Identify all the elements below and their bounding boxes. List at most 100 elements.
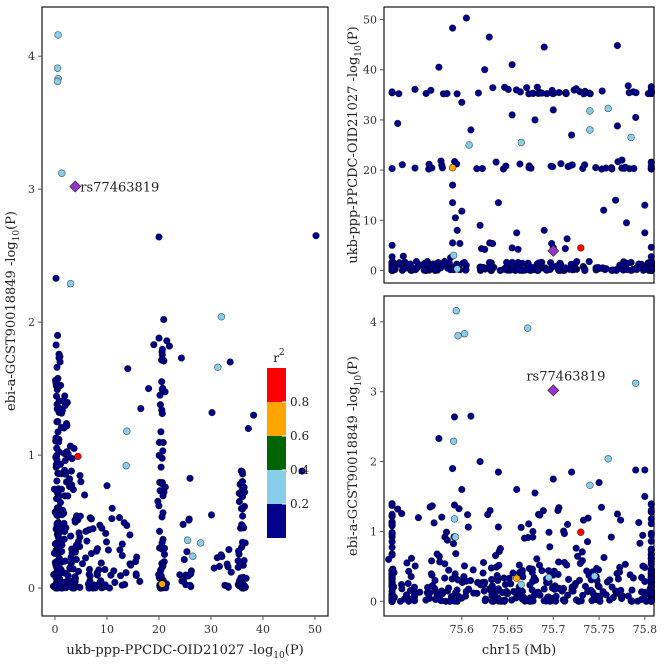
bottom-lead-variant: rs77463819	[526, 369, 605, 397]
variant-point	[102, 529, 110, 538]
variant-point	[451, 214, 460, 222]
lead-variant-label: rs77463819	[526, 369, 605, 384]
variant-point	[486, 239, 494, 247]
variant-point	[136, 577, 144, 586]
variant-point	[388, 543, 396, 551]
variant-point	[600, 553, 608, 562]
variant-point	[93, 569, 101, 577]
variant-point	[528, 568, 536, 577]
variant-point	[160, 550, 169, 559]
variant-point	[647, 243, 655, 251]
variant-point	[118, 581, 126, 589]
variant-point	[53, 331, 62, 340]
legend-color-swatch	[267, 504, 286, 538]
variant-point	[469, 566, 477, 574]
variant-point	[428, 571, 436, 579]
variant-point	[64, 572, 72, 580]
variant-point	[488, 582, 496, 590]
variant-point	[70, 444, 78, 453]
variant-point	[108, 504, 116, 512]
variant-point	[458, 207, 466, 215]
variant-point	[557, 160, 565, 168]
variant-point	[546, 543, 554, 551]
variant-point	[54, 417, 62, 426]
variant-point	[78, 560, 87, 568]
variant-point	[478, 165, 487, 173]
variant-point	[609, 266, 617, 274]
variant-point	[458, 485, 466, 494]
ld-variant-point	[217, 313, 226, 321]
variant-point	[155, 334, 163, 342]
variant-point	[385, 555, 393, 564]
variant-point	[237, 467, 245, 475]
variant-point	[583, 538, 592, 546]
variant-point	[53, 520, 61, 528]
variant-point	[50, 485, 59, 493]
variant-point	[445, 566, 453, 574]
variant-point	[395, 259, 403, 267]
variant-point	[503, 258, 511, 267]
legend-label: 0.6	[290, 429, 309, 443]
variant-point	[435, 434, 443, 443]
variant-point	[618, 156, 626, 164]
variant-point	[613, 510, 622, 518]
ld-variant-point	[586, 481, 594, 489]
variant-point	[513, 229, 521, 237]
variant-point	[388, 253, 396, 261]
variant-point	[105, 584, 114, 592]
ld-variant-point	[523, 324, 532, 332]
variant-point	[449, 465, 457, 473]
variant-point	[611, 196, 620, 204]
bottom-background-points	[385, 412, 655, 605]
variant-point	[53, 477, 61, 485]
variant-point	[225, 545, 233, 554]
variant-point	[647, 589, 655, 597]
variant-point	[567, 468, 576, 476]
variant-point	[388, 597, 396, 605]
variant-point	[496, 544, 505, 553]
variant-point	[102, 538, 111, 546]
variant-point	[504, 85, 512, 93]
variant-point	[567, 131, 576, 139]
variant-point	[449, 239, 457, 247]
variant-point	[560, 529, 569, 538]
variant-point	[77, 478, 85, 486]
variant-point	[420, 266, 428, 274]
variant-point	[505, 574, 513, 583]
variant-point	[621, 560, 629, 568]
variant-point	[635, 518, 643, 527]
variant-point	[400, 264, 408, 273]
legend-color-swatch	[267, 470, 286, 504]
variant-point	[647, 537, 655, 545]
variant-point	[628, 586, 636, 594]
variant-point	[239, 512, 247, 520]
variant-point	[599, 588, 607, 596]
variant-point	[545, 528, 553, 536]
variant-point	[159, 438, 167, 447]
y-tick-label: 40	[363, 64, 377, 77]
variant-point	[71, 573, 79, 581]
variant-point	[523, 84, 531, 92]
variant-point	[165, 342, 173, 350]
variant-point	[533, 266, 542, 275]
variant-point	[489, 84, 497, 92]
variant-point	[579, 164, 587, 173]
variant-point	[158, 513, 166, 521]
variant-point	[237, 505, 245, 513]
variant-point	[75, 529, 83, 537]
legend-labels: 0.8 0.6 0.4 0.2	[282, 395, 309, 511]
variant-point	[598, 87, 606, 95]
variant-point	[514, 245, 522, 253]
bottom-y-axis-label: ebi-a-GCST90018849 -log10(P)	[346, 356, 364, 556]
variant-point	[394, 505, 402, 513]
variant-point	[239, 522, 247, 531]
variant-point	[60, 519, 68, 528]
variant-point	[460, 573, 468, 581]
variant-point	[176, 571, 184, 579]
variant-point	[52, 434, 60, 442]
variant-point	[208, 409, 216, 417]
variant-point	[460, 258, 469, 267]
variant-point	[453, 90, 461, 98]
variant-point	[65, 475, 74, 483]
